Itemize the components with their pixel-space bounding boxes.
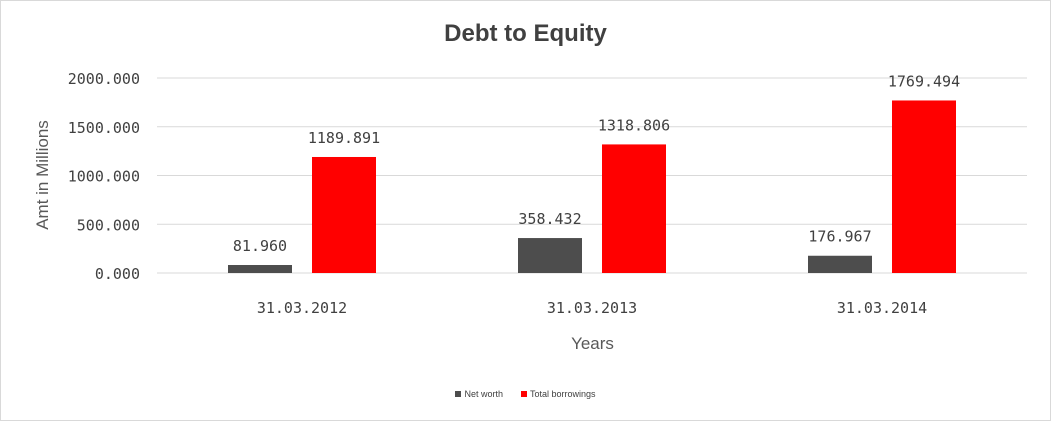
y-tick-label: 500.000 <box>77 216 140 234</box>
data-label: 1318.806 <box>598 116 670 134</box>
data-label: 358.432 <box>518 210 581 228</box>
y-tick-label: 2000.000 <box>68 70 140 88</box>
data-label: 81.960 <box>233 237 287 255</box>
bar-net-worth <box>228 265 292 273</box>
legend-item-total-borrowings: Total borrowings <box>520 389 596 399</box>
bar-net-worth <box>808 255 872 273</box>
x-tick-label: 31.03.2012 <box>257 299 347 317</box>
data-label: 1769.494 <box>888 72 960 90</box>
legend-swatch-total-borrowings <box>520 391 527 397</box>
bar-total-borrowings <box>312 156 376 273</box>
bar-net-worth <box>518 238 582 273</box>
legend-swatch-net-worth <box>455 391 462 397</box>
y-tick-label: 0.000 <box>95 265 140 283</box>
x-tick-label: 31.03.2013 <box>547 299 637 317</box>
legend-label-net-worth: Net worth <box>464 389 503 399</box>
x-axis-label: Years <box>571 334 614 353</box>
bar-total-borrowings <box>892 100 956 273</box>
legend-label-total-borrowings: Total borrowings <box>529 389 596 399</box>
data-label: 1189.891 <box>308 129 380 147</box>
chart-title: Debt to Equity <box>444 20 607 47</box>
legend-item-net-worth: Net worth <box>455 389 503 399</box>
legend: Net worth Total borrowings <box>0 389 1051 399</box>
y-tick-label: 1500.000 <box>68 119 140 137</box>
data-label: 176.967 <box>808 228 871 246</box>
bar-total-borrowings <box>602 144 666 273</box>
y-tick-label: 1000.000 <box>68 168 140 186</box>
x-tick-label: 31.03.2014 <box>837 299 927 317</box>
